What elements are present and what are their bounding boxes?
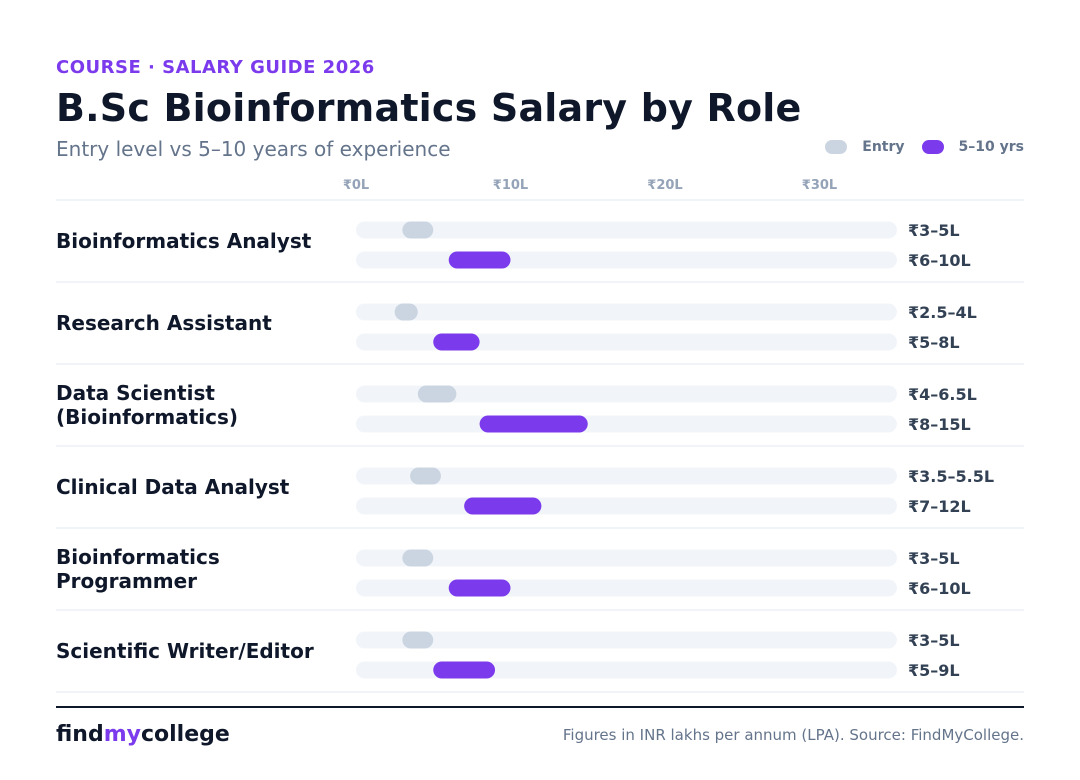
role-label: Clinical Data Analyst <box>56 447 346 527</box>
bar-entry <box>417 385 457 403</box>
bar-senior <box>479 415 588 433</box>
value-label-senior: ₹6–10L <box>908 579 971 598</box>
bar-track <box>356 549 897 567</box>
role-label: Data Scientist (Bioinformatics) <box>56 365 346 445</box>
value-label-senior: ₹8–15L <box>908 415 971 434</box>
value-label-entry: ₹3–5L <box>908 221 960 240</box>
eyebrow: COURSE · SALARY GUIDE 2026 <box>56 57 375 78</box>
bar-track <box>356 303 897 321</box>
value-label-senior: ₹5–8L <box>908 333 960 352</box>
source-note: Figures in INR lakhs per annum (LPA). So… <box>562 726 1024 744</box>
role-label: Research Assistant <box>56 283 346 363</box>
bar-entry <box>394 303 418 321</box>
bar-track <box>356 385 897 403</box>
bar-track <box>356 415 897 433</box>
x-tick-label: ₹30L <box>802 178 837 193</box>
role-label-text: Data Scientist (Bioinformatics) <box>56 381 239 429</box>
role-label: Bioinformatics Analyst <box>56 201 346 281</box>
legend-item-entry: Entry <box>825 139 905 155</box>
bar-track <box>356 631 897 649</box>
role-label-text: Bioinformatics Analyst <box>56 229 312 253</box>
bar-senior <box>433 333 480 351</box>
bar-senior <box>448 251 511 269</box>
bar-entry <box>402 631 434 649</box>
role-label: Scientific Writer/Editor <box>56 611 346 691</box>
bar-senior <box>464 497 542 515</box>
x-tick-label: ₹0L <box>343 178 369 193</box>
legend-label-senior: 5–10 yrs <box>958 139 1024 155</box>
role-label-text: Scientific Writer/Editor <box>56 639 314 663</box>
bar-track <box>356 333 897 351</box>
x-tick-label: ₹10L <box>493 178 528 193</box>
footer-rule <box>56 706 1024 708</box>
brand-logo: findmycollege <box>56 722 230 747</box>
value-label-senior: ₹7–12L <box>908 497 971 516</box>
legend-swatch-entry <box>825 140 848 154</box>
bar-senior <box>433 661 496 679</box>
bar-entry <box>402 549 434 567</box>
role-label-text: Clinical Data Analyst <box>56 475 290 499</box>
legend-swatch-senior <box>921 140 944 154</box>
x-tick-label: ₹20L <box>647 178 682 193</box>
value-label-entry: ₹3–5L <box>908 631 960 650</box>
brand-part-my: my <box>103 722 141 747</box>
legend: Entry 5–10 yrs <box>825 139 1024 155</box>
bar-track <box>356 497 897 515</box>
value-label-senior: ₹5–9L <box>908 661 960 680</box>
role-label-text: Bioinformatics Programmer <box>56 545 220 593</box>
value-label-entry: ₹3–5L <box>908 549 960 568</box>
value-label-entry: ₹3.5–5.5L <box>908 467 994 486</box>
legend-label-entry: Entry <box>862 139 905 155</box>
role-label-text: Research Assistant <box>56 311 272 335</box>
value-label-entry: ₹2.5–4L <box>908 303 977 322</box>
bar-senior <box>448 579 511 597</box>
brand-part-find: find <box>56 722 104 747</box>
bar-track <box>356 467 897 485</box>
role-label: Bioinformatics Programmer <box>56 529 346 609</box>
brand-part-college: college <box>140 722 230 747</box>
bar-track <box>356 251 897 269</box>
value-label-entry: ₹4–6.5L <box>908 385 977 404</box>
bar-track <box>356 579 897 597</box>
value-label-senior: ₹6–10L <box>908 251 971 270</box>
bar-entry <box>402 221 434 239</box>
page-title: B.Sc Bioinformatics Salary by Role <box>56 86 802 130</box>
bar-entry <box>410 467 441 485</box>
bar-track <box>356 221 897 239</box>
subtitle: Entry level vs 5–10 years of experience <box>56 137 451 161</box>
legend-item-senior: 5–10 yrs <box>921 139 1024 155</box>
